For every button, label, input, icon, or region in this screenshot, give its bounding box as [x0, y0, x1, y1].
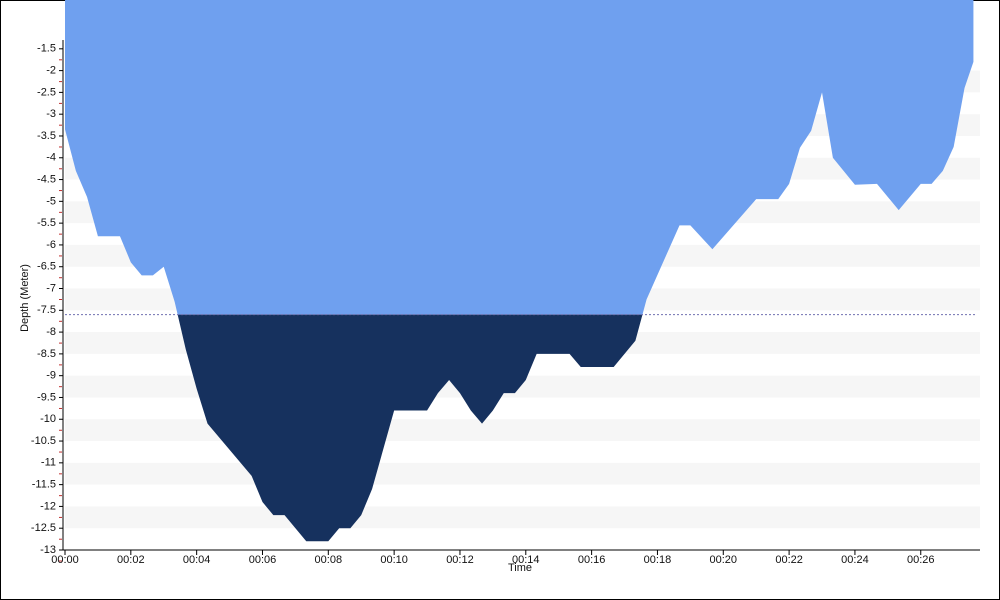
- y-tick-label: -4.5: [37, 173, 56, 185]
- y-tick-label: -12.5: [31, 522, 56, 534]
- x-tick-label: 00:12: [446, 554, 474, 566]
- x-tick-label: 00:10: [380, 554, 408, 566]
- y-tick-label: -4: [46, 152, 56, 164]
- y-tick-label: -5: [46, 195, 56, 207]
- y-tick-label: -7.5: [37, 304, 56, 316]
- x-tick-label: 00:22: [775, 554, 803, 566]
- grid-band: [65, 506, 980, 529]
- grid-band: [65, 419, 980, 442]
- depth-area-shallow: [65, 0, 974, 315]
- y-tick-label: -8.5: [37, 348, 56, 360]
- y-tick-label: -10: [40, 413, 56, 425]
- y-tick-label: -13: [40, 544, 56, 556]
- y-tick-label: -9: [46, 370, 56, 382]
- y-tick-label: -6.5: [37, 261, 56, 273]
- y-tick-label: -2: [46, 65, 56, 77]
- x-tick-label: 00:04: [183, 554, 211, 566]
- x-axis-label: Time: [508, 562, 532, 574]
- y-tick-label: -11.5: [32, 479, 56, 491]
- y-tick-label: -9.5: [37, 391, 56, 403]
- x-tick-label: 00:08: [315, 554, 343, 566]
- y-tick-label: -11: [41, 457, 56, 469]
- depth-area-deep: [177, 314, 643, 542]
- y-tick-label: -3: [46, 108, 56, 120]
- x-tick-label: 00:14: [512, 554, 540, 566]
- y-tick-label: -10.5: [31, 435, 56, 447]
- grid-band: [65, 462, 980, 485]
- x-tick-label: 00:26: [907, 554, 935, 566]
- x-tick-label: 00:18: [644, 554, 672, 566]
- x-tick-label: 00:16: [578, 554, 606, 566]
- y-tick-label: -12: [40, 500, 56, 512]
- x-tick-label: 00:20: [710, 554, 738, 566]
- y-tick-label: -2.5: [37, 86, 56, 98]
- y-tick-label: -3.5: [37, 130, 56, 142]
- y-tick-label: -1.5: [37, 43, 56, 55]
- y-tick-label: -5.5: [37, 217, 56, 229]
- x-tick-label: 00:02: [117, 554, 145, 566]
- y-tick-label: -8: [46, 326, 56, 338]
- y-axis-label: Depth (Meter): [19, 264, 31, 332]
- x-tick-label: 00:06: [249, 554, 277, 566]
- y-tick-label: -7: [46, 282, 56, 294]
- x-tick-label: 00:00: [51, 554, 79, 566]
- y-tick-label: -6: [46, 239, 56, 251]
- x-tick-label: 00:24: [841, 554, 869, 566]
